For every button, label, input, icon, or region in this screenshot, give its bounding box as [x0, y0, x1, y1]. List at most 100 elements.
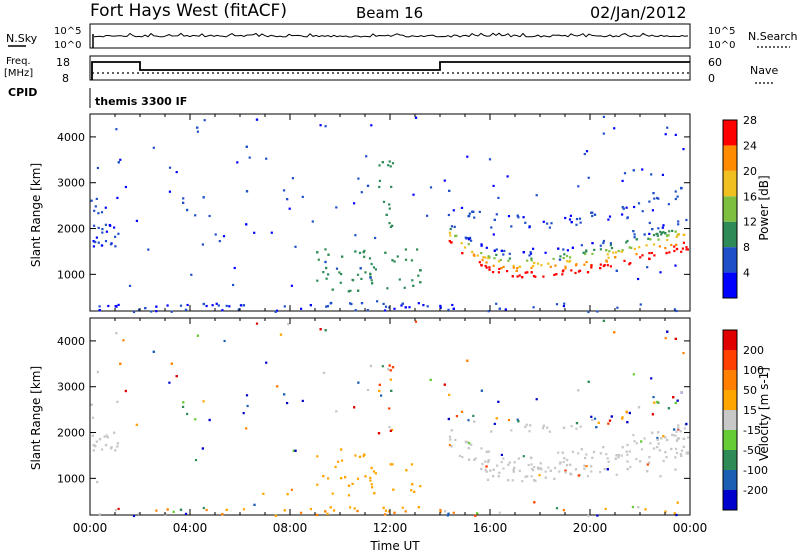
power-cell [532, 247, 535, 250]
vel-cell [114, 509, 117, 512]
power-cell [97, 212, 100, 215]
power-cell [529, 252, 533, 255]
power-cell [233, 266, 236, 270]
vel-cell [652, 447, 656, 450]
power-cell [236, 161, 239, 164]
vel-cell [473, 420, 476, 423]
vel-cell [625, 450, 628, 453]
power-cell [480, 264, 483, 267]
power-cell [202, 302, 205, 306]
power-cell [657, 238, 660, 241]
vel-ytick-label: 4000 [57, 335, 85, 348]
vel-cell [682, 437, 685, 440]
power-cell [404, 248, 407, 251]
nave-tick-high: 60 [708, 56, 722, 69]
freq-tick-high: 18 [56, 56, 70, 69]
power-cell [360, 277, 363, 280]
power-cell [400, 304, 403, 307]
power-cell [675, 309, 678, 313]
power-cell [487, 256, 490, 260]
vel-cell [621, 446, 624, 449]
vel-cell [327, 477, 330, 480]
power-colorbar-label: Power [dB] [757, 175, 771, 240]
power-cell [544, 251, 547, 254]
power-cell [319, 124, 322, 127]
vel-cell [309, 508, 312, 511]
vel-cell [574, 468, 578, 471]
power-cell [666, 238, 669, 242]
vel-colorbar-swatch [723, 490, 737, 510]
power-cell [217, 304, 220, 307]
power-colorbar-tick: 4 [743, 267, 750, 280]
vel-cell [490, 430, 493, 433]
vel-cell [170, 362, 173, 365]
vel-cell [502, 457, 505, 460]
vel-ytick-label: 2000 [57, 427, 85, 440]
power-cell [575, 218, 579, 221]
vel-cell [411, 483, 414, 486]
power-cell [585, 261, 588, 264]
power-cell [356, 273, 360, 276]
power-cell [610, 247, 614, 250]
power-cell [97, 226, 100, 229]
vel-cell [172, 510, 175, 513]
power-cell [95, 197, 98, 200]
vel-cell [652, 396, 655, 399]
power-cell [448, 231, 451, 234]
power-cell [322, 271, 325, 274]
power-cell [353, 202, 356, 205]
power-cell [562, 305, 565, 308]
vel-cell [498, 471, 501, 474]
power-cell [113, 226, 116, 229]
power-cell [92, 245, 95, 248]
vel-cell [370, 483, 373, 486]
vel-cell [370, 466, 373, 470]
vel-cell [607, 422, 610, 425]
vel-cell [518, 469, 521, 472]
vel-cell [615, 473, 618, 476]
power-cell [659, 230, 662, 233]
vel-cell [596, 514, 599, 517]
vel-cell [300, 511, 303, 514]
vel-cell [351, 482, 354, 485]
power-cell [202, 196, 205, 199]
power-cell [485, 246, 488, 249]
power-cell [516, 267, 519, 270]
frequency-panel [89, 55, 691, 81]
vel-cell [487, 459, 490, 462]
power-cell [650, 251, 653, 255]
power-cell [182, 197, 185, 200]
power-cell [387, 164, 390, 167]
vel-cell [369, 479, 372, 482]
power-cell [128, 284, 132, 287]
vel-cell [497, 400, 500, 403]
power-cell [583, 263, 586, 266]
vel-cell [476, 512, 479, 515]
x-tick-label: 00:00 [73, 521, 108, 535]
power-cell [357, 289, 360, 292]
power-cell [662, 224, 665, 227]
power-cell [492, 264, 495, 267]
power-cell [286, 198, 289, 201]
vel-cell [378, 389, 381, 393]
power-cell [653, 197, 656, 200]
power-cell [447, 308, 450, 311]
power-cell [563, 302, 566, 305]
power-cell [578, 269, 582, 272]
power-cell [228, 305, 231, 308]
power-cell [182, 201, 185, 204]
power-cell [480, 243, 483, 246]
power-cell [370, 124, 373, 127]
power-cell [656, 234, 659, 237]
power-cell [685, 246, 688, 249]
vel-cell [122, 339, 125, 342]
vel-cell [347, 494, 350, 497]
vel-cell [283, 509, 286, 512]
power-cell [371, 282, 374, 285]
power-cell [488, 266, 491, 269]
power-cell [583, 152, 586, 156]
vel-cell [378, 383, 381, 386]
vel-cell [301, 399, 304, 402]
power-cell [641, 254, 644, 257]
power-cell [585, 150, 589, 153]
